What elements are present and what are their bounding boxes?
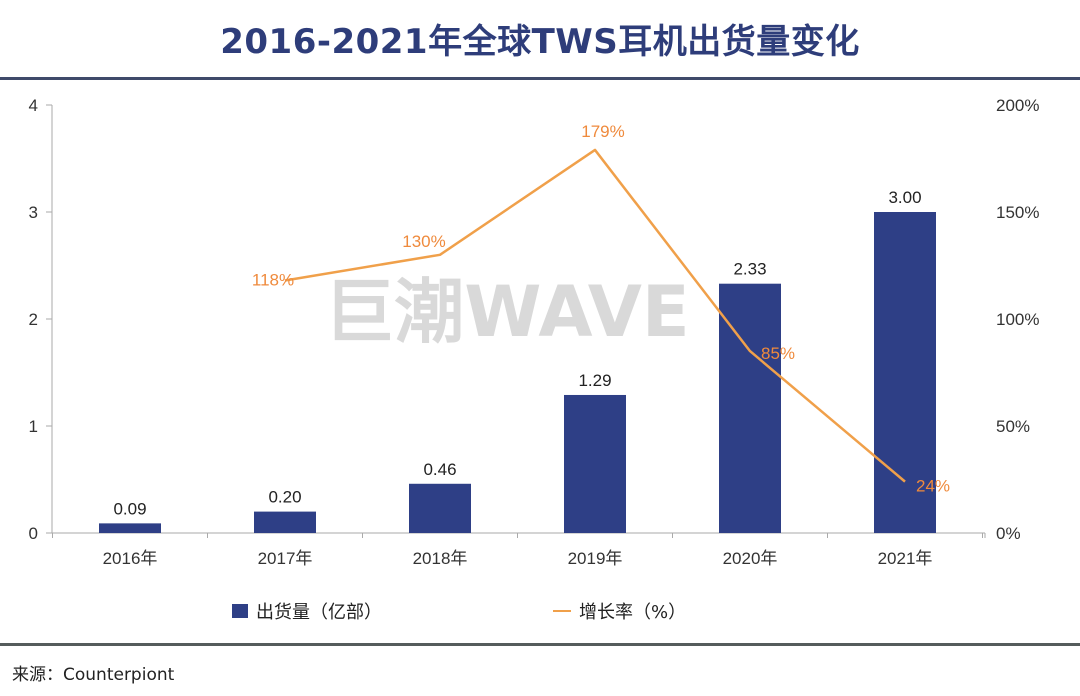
- bar: [99, 523, 161, 533]
- growth-rate-label: 118%: [252, 270, 294, 289]
- footer-divider: [0, 643, 1080, 646]
- x-tick-label: 2019年: [568, 549, 623, 568]
- x-tick-label: 2021年: [878, 549, 933, 568]
- chart-title: 2016-2021年全球TWS耳机出货量变化: [220, 22, 860, 62]
- y-left-tick-label: 1: [29, 417, 38, 436]
- y-right-tick-label: 150%: [996, 203, 1039, 222]
- bar: [409, 483, 471, 533]
- x-tick-label: 2017年: [258, 549, 313, 568]
- legend-bar-swatch: [232, 604, 248, 618]
- growth-rate-label: 85%: [761, 344, 795, 363]
- x-tick-label: 2016年: [103, 549, 158, 568]
- y-left-tick-label: 2: [29, 310, 38, 329]
- growth-rate-label: 179%: [581, 122, 624, 141]
- bar: [254, 511, 316, 533]
- watermark: 巨潮WAVE: [324, 271, 689, 353]
- legend-line-swatch: [553, 610, 571, 612]
- y-right-tick-label: 200%: [996, 96, 1039, 115]
- legend-label-shipments: 出货量（亿部）: [256, 602, 382, 623]
- bar-value-label: 1.29: [578, 371, 611, 390]
- y-right-tick-label: 0%: [996, 524, 1021, 543]
- bar-value-label: 2.33: [733, 260, 766, 279]
- growth-rate-label: 24%: [916, 477, 950, 496]
- bar-value-label: 0.46: [423, 460, 456, 479]
- y-left-tick-label: 3: [29, 203, 38, 222]
- bar: [874, 212, 936, 533]
- y-left-tick-label: 0: [29, 524, 38, 543]
- bar-value-label: 0.20: [268, 488, 301, 507]
- bar-value-label: 3.00: [888, 188, 921, 207]
- bar-value-label: 0.09: [113, 499, 146, 518]
- chart-plot: 巨潮WAVE 0 1 2 3 4 0% 50% 100% 150% 200% 2016年 2017年 2…: [29, 96, 1040, 568]
- x-tick-label: 2020年: [723, 549, 778, 568]
- source-note: 来源：Counterpiont: [12, 665, 175, 685]
- y-right-tick-label: 50%: [996, 417, 1030, 436]
- y-left-tick-label: 4: [29, 96, 38, 115]
- bar: [564, 394, 626, 533]
- growth-rate-label: 130%: [402, 232, 445, 251]
- y-right-tick-label: 100%: [996, 310, 1039, 329]
- legend-label-growth: 增长率（%）: [579, 602, 687, 623]
- legend-item-growth: 增长率（%）: [553, 598, 686, 624]
- chart-legend: 出货量（亿部） 增长率（%）: [0, 598, 1080, 628]
- title-divider: [0, 77, 1080, 80]
- legend-item-shipments: 出货量（亿部）: [232, 598, 382, 624]
- x-tick-label: 2018年: [413, 549, 468, 568]
